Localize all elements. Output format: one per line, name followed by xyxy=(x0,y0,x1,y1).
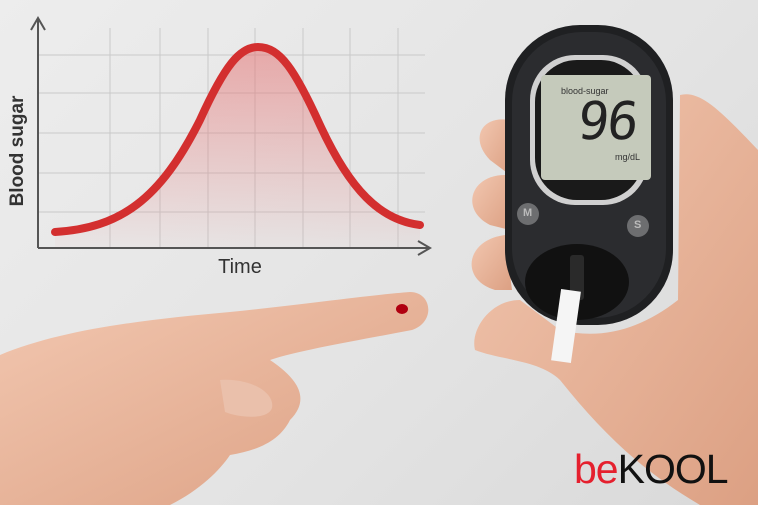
s-button-label: S xyxy=(634,219,642,231)
left-hand xyxy=(0,292,429,505)
lcd-screen xyxy=(541,75,651,180)
logo-kool: KOOL xyxy=(617,446,729,492)
blood-drop xyxy=(396,304,408,314)
s-button[interactable] xyxy=(627,215,649,237)
m-button-label: M xyxy=(523,207,533,219)
screen-label: blood-sugar xyxy=(561,86,609,96)
y-axis-label: Blood sugar xyxy=(7,95,28,207)
chart-axes xyxy=(30,16,432,256)
glucose-meter xyxy=(505,25,673,364)
x-axis-label: Time xyxy=(218,256,262,278)
m-button[interactable] xyxy=(517,203,539,225)
test-strip xyxy=(551,288,581,364)
glucose-reading: 96 xyxy=(574,92,640,152)
test-strip-slot xyxy=(570,255,584,300)
right-hand xyxy=(471,94,758,505)
logo-be: be xyxy=(574,446,619,492)
blood-sugar-curve xyxy=(51,42,424,236)
reading-unit: mg/dL xyxy=(615,152,641,162)
bekool-logo: beKOOL xyxy=(574,446,729,493)
